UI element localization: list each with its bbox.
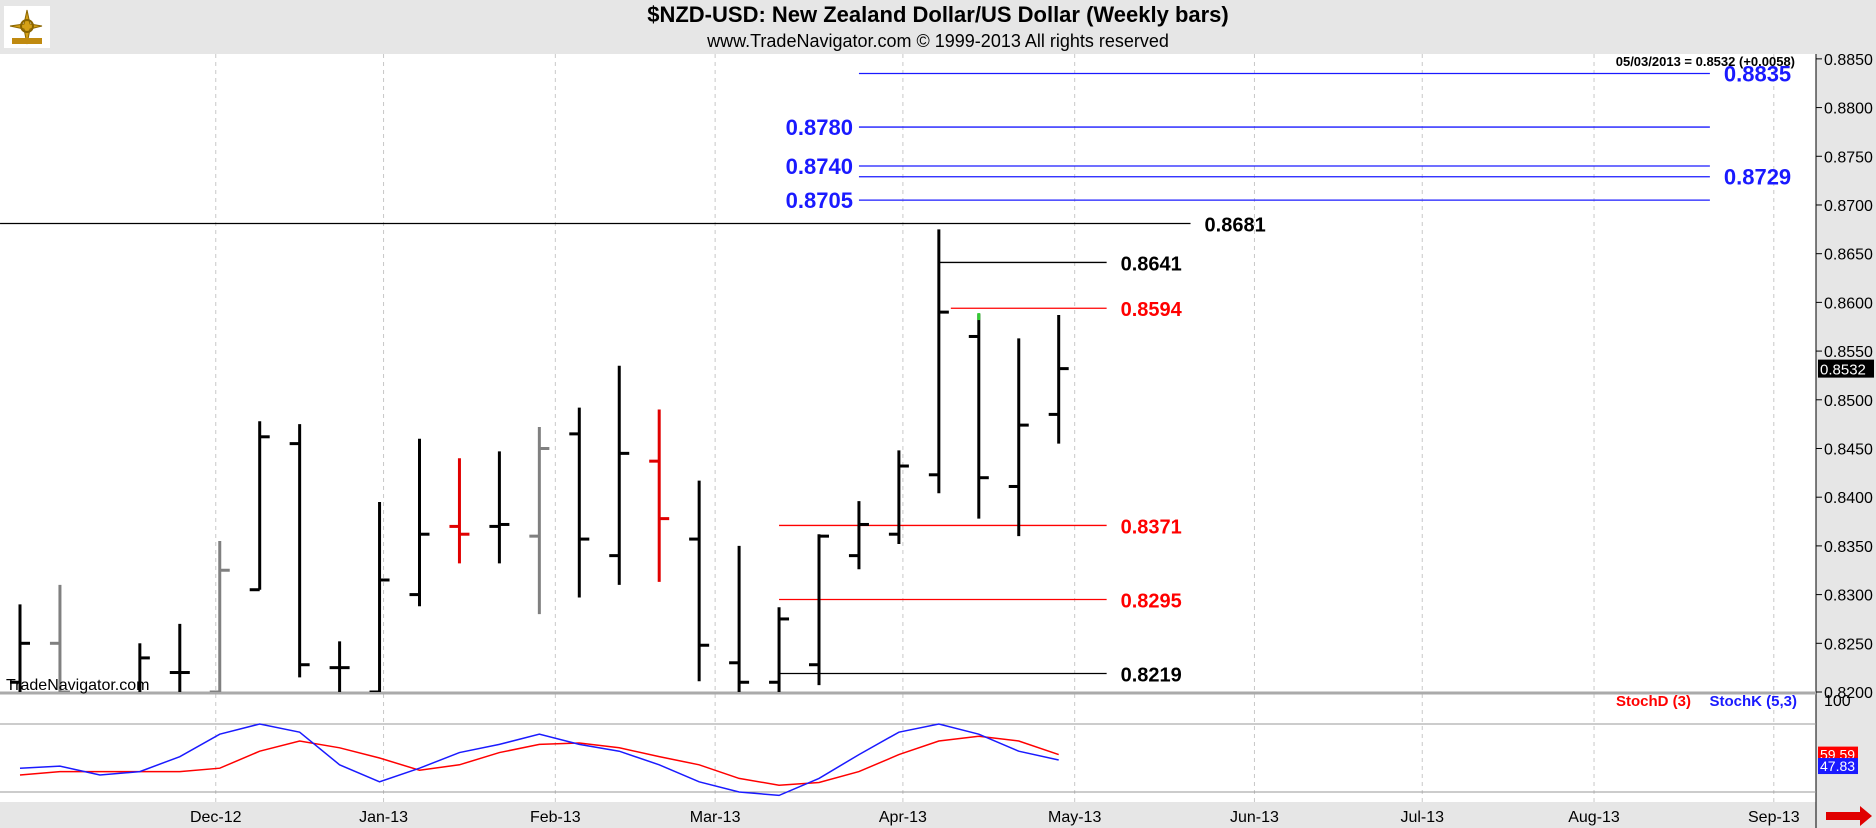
- y-tick-label: 0.8800: [1824, 101, 1873, 118]
- last-price-label: 0.8532: [1820, 362, 1866, 379]
- level-label-0.8295: 0.8295: [1121, 590, 1182, 612]
- last-price-box: [1818, 359, 1874, 378]
- y-tick-label: 0.8350: [1824, 539, 1873, 556]
- stochk-legend: StochK (5,3): [1709, 693, 1797, 710]
- y-tick-label: 0.8450: [1824, 441, 1873, 458]
- y-tick-label: 0.8300: [1824, 588, 1873, 605]
- y-tick-label: 0.8600: [1824, 295, 1873, 312]
- copyright-subtitle: www.TradeNavigator.com © 1999-2013 All r…: [707, 31, 1169, 51]
- axis-background: [1816, 54, 1876, 828]
- chart-header: $NZD-USD: New Zealand Dollar/US Dollar (…: [0, 0, 1876, 54]
- y-tick-label: 0.8400: [1824, 490, 1873, 507]
- x-tick-label: Feb-13: [530, 809, 581, 826]
- y-tick-label: 0.8500: [1824, 393, 1873, 410]
- level-label-0.8705: 0.8705: [786, 188, 853, 213]
- stoch-line-red: [19, 735, 1059, 786]
- x-tick-label: Apr-13: [879, 809, 927, 826]
- watermark-text: TradeNavigator.com: [6, 677, 149, 694]
- y-tick-label: 0.8200: [1824, 685, 1873, 702]
- x-tick-label: Dec-12: [190, 809, 242, 826]
- level-label-0.8219: 0.8219: [1121, 664, 1182, 686]
- level-label-0.8729: 0.8729: [1724, 165, 1791, 190]
- y-tick-label: 0.8650: [1824, 247, 1873, 264]
- x-tick-label: May-13: [1048, 809, 1101, 826]
- x-tick-label: Mar-13: [690, 809, 741, 826]
- stochk-end-label: 47.83: [1820, 758, 1855, 774]
- level-label-0.8681: 0.8681: [1205, 214, 1266, 236]
- x-tick-label: Jun-13: [1230, 809, 1279, 826]
- x-tick-label: Aug-13: [1568, 809, 1620, 826]
- y-tick-label: 0.8250: [1824, 636, 1873, 653]
- y-tick-label: 0.8750: [1824, 149, 1873, 166]
- price-series: [0, 72, 1710, 692]
- level-label-0.8641: 0.8641: [1121, 253, 1182, 275]
- level-label-0.8835: 0.8835: [1724, 61, 1791, 86]
- scroll-right-arrow-icon[interactable]: [1826, 806, 1872, 826]
- level-label-0.8594: 0.8594: [1121, 299, 1183, 321]
- level-label-0.8740: 0.8740: [786, 154, 853, 179]
- chart-title: $NZD-USD: New Zealand Dollar/US Dollar (…: [647, 2, 1229, 27]
- date-band: [0, 802, 1816, 828]
- x-tick-label: Jan-13: [359, 809, 408, 826]
- y-tick-label: 0.8700: [1824, 198, 1873, 215]
- level-label-0.8780: 0.8780: [786, 115, 853, 140]
- stoch-line-blue: [19, 723, 1059, 797]
- level-label-0.8371: 0.8371: [1121, 516, 1182, 538]
- x-tick-label: Sep-13: [1748, 809, 1800, 826]
- x-tick-label: Jul-13: [1400, 809, 1444, 826]
- stochk-end-box: [1818, 758, 1858, 775]
- y-tick-label: 0.8850: [1824, 52, 1873, 69]
- y-tick-label: 0.8550: [1824, 344, 1873, 361]
- stochd-legend: StochD (3): [1616, 693, 1691, 710]
- stoch-series: [19, 723, 1059, 797]
- info-label: 05/03/2013 = 0.8532 (+0.0058): [1616, 54, 1795, 69]
- trade-navigator-logo-icon: [2, 2, 52, 55]
- stoch-top-label: 100: [1824, 693, 1851, 710]
